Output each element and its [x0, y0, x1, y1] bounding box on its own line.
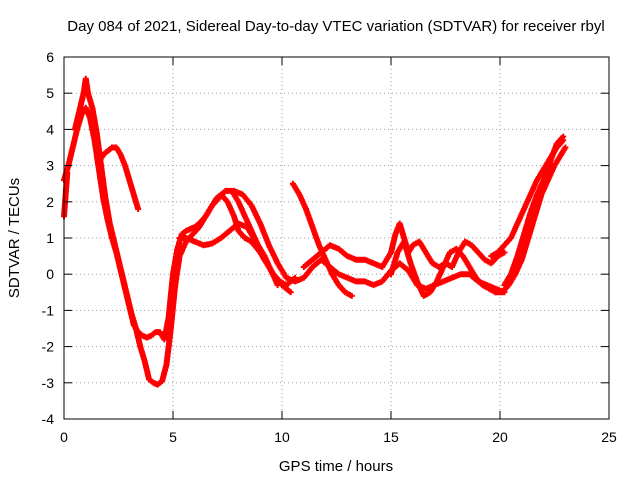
- series-markers: [289, 180, 355, 299]
- y-tick-label: 5: [46, 85, 54, 101]
- data-layer: [61, 75, 569, 388]
- y-tick-label: -4: [42, 411, 55, 427]
- x-tick-label: 25: [601, 429, 617, 445]
- y-tick-label: -1: [42, 302, 55, 318]
- series-arc-B: [71, 75, 281, 388]
- series-markers: [388, 238, 499, 299]
- y-tick-label: -2: [42, 339, 55, 355]
- series-arc-C: [95, 144, 142, 212]
- y-tick-label: 3: [46, 158, 54, 174]
- x-tick-label: 15: [383, 429, 399, 445]
- series-markers: [492, 144, 569, 296]
- y-tick-label: 4: [46, 121, 54, 137]
- x-tick-label: 20: [492, 429, 508, 445]
- series-arc-J: [492, 144, 569, 296]
- chart-title: Day 084 of 2021, Sidereal Day-to-day VTE…: [67, 18, 604, 35]
- y-tick-label: 1: [46, 230, 54, 246]
- x-tick-label: 0: [60, 429, 68, 445]
- series-markers: [300, 220, 508, 270]
- y-tick-label: 0: [46, 266, 54, 282]
- series-markers: [176, 220, 294, 296]
- series-arc-H: [388, 238, 499, 299]
- y-tick-label: 2: [46, 194, 54, 210]
- series-markers: [501, 133, 567, 289]
- series-arc-G: [300, 220, 508, 270]
- series-arc-K: [501, 133, 567, 289]
- y-tick-label: -3: [42, 375, 55, 391]
- y-axis-label: SDTVAR / TECUs: [6, 178, 23, 298]
- y-tick-label: 6: [46, 49, 54, 65]
- x-tick-label: 10: [274, 429, 290, 445]
- series-markers: [71, 75, 281, 388]
- x-axis-label: GPS time / hours: [279, 458, 393, 475]
- series-arc-D: [176, 220, 294, 296]
- tick-layer: 0 5 10 15 20 25 -4 -3 -2 -1 0 1 2 3 4 5 6: [42, 49, 617, 445]
- series-markers: [95, 144, 142, 212]
- x-tick-label: 5: [169, 429, 177, 445]
- series-arc-F: [289, 180, 355, 299]
